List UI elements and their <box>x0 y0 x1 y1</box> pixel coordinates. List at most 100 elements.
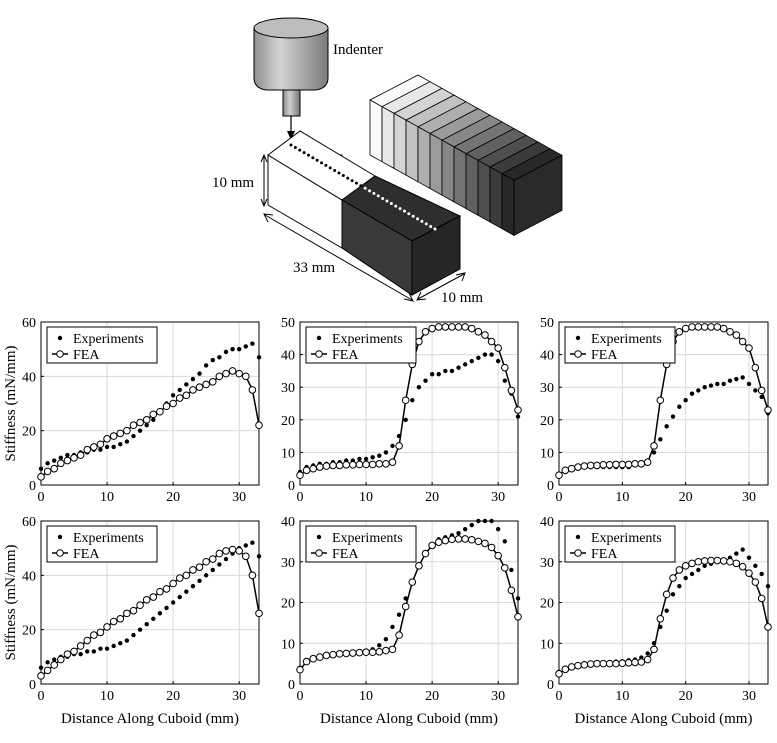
experiment-point <box>753 563 758 569</box>
fea-point <box>612 460 620 469</box>
fea-point <box>481 539 489 548</box>
indentation-point <box>350 179 354 183</box>
y-axis-label: Stiffness (mN/mm) <box>3 545 19 661</box>
fea-point <box>408 578 417 586</box>
fea-point <box>241 552 250 561</box>
fea-point <box>103 623 111 631</box>
indentation-point <box>420 219 424 223</box>
height-label: 10 mm <box>212 175 254 191</box>
indentation-point <box>372 191 376 195</box>
experiment-point <box>469 358 474 364</box>
experiment-point <box>177 387 182 393</box>
fea-point <box>580 462 589 470</box>
indentation-point <box>416 217 420 221</box>
fea-point <box>421 549 430 558</box>
depth-label: 10 mm <box>441 290 483 306</box>
fea-point <box>567 663 576 671</box>
fea-point <box>316 463 324 471</box>
height-dimension <box>260 153 268 208</box>
experiment-point <box>184 382 189 387</box>
experiment-point <box>456 365 461 370</box>
fea-point <box>388 645 397 654</box>
fea-point <box>169 579 177 588</box>
y-tick-label: 20 <box>22 425 36 440</box>
indentation-point <box>341 174 345 178</box>
y-tick-label: 40 <box>22 370 36 385</box>
fea-point <box>751 363 760 372</box>
experiment-point <box>137 627 143 632</box>
fea-point <box>335 461 344 470</box>
experiment-point <box>515 414 521 419</box>
experiment-point <box>696 388 701 393</box>
fea-point <box>329 461 337 470</box>
x-tick-label: 20 <box>425 689 439 704</box>
fea-point <box>241 372 250 381</box>
y-tick-label: 30 <box>281 381 295 396</box>
legend-fea-label: FEA <box>591 547 618 562</box>
fea-point <box>342 460 351 469</box>
fea-point <box>637 658 646 666</box>
graded-cuboid <box>369 74 563 237</box>
experiment-point <box>740 547 745 552</box>
fea-point <box>650 645 658 654</box>
fea-point <box>618 460 627 469</box>
fea-point <box>434 538 443 546</box>
experiment-point <box>250 540 255 545</box>
fea-point <box>368 648 377 657</box>
experiment-point <box>702 385 707 390</box>
y-tick-label: 50 <box>281 316 295 331</box>
fea-point <box>215 549 224 558</box>
legend-experiments-marker <box>57 534 63 540</box>
fea-point <box>116 429 125 438</box>
fea-point <box>555 471 563 480</box>
fea-point <box>561 466 570 475</box>
fea-point <box>162 585 171 593</box>
fea-point <box>487 337 496 346</box>
fea-point <box>561 665 570 674</box>
experiment-point <box>645 651 650 656</box>
indentation-point <box>354 181 358 185</box>
indentation-point <box>302 151 306 155</box>
experiment-point <box>721 381 726 387</box>
fea-point <box>162 402 171 411</box>
indentation-point <box>402 209 406 213</box>
experiment-point <box>38 466 44 471</box>
fea-point <box>382 646 390 655</box>
length-dimension <box>263 213 414 302</box>
y-tick-label: 40 <box>540 349 554 364</box>
y-tick-label: 0 <box>547 479 554 494</box>
fea-point <box>136 418 144 427</box>
indentation-point <box>376 194 380 198</box>
series-experiments <box>38 341 262 471</box>
experiment-point <box>184 589 189 594</box>
indentation-point <box>368 189 372 193</box>
experiment-point <box>85 649 90 654</box>
experiment-point <box>495 358 501 364</box>
plot-frame <box>299 321 519 486</box>
series-fea <box>296 535 522 674</box>
x-tick-label: 0 <box>297 689 304 704</box>
legend-experiments-label: Experiments <box>332 332 403 347</box>
experiment-point <box>98 447 103 452</box>
fea-point <box>637 460 646 468</box>
experiment-point <box>91 649 97 654</box>
experiment-point <box>256 355 262 360</box>
fea-point <box>428 324 436 333</box>
fea-point <box>514 612 522 621</box>
experiment-point <box>118 641 123 646</box>
experiment-point <box>170 600 176 605</box>
legend-box <box>564 326 676 364</box>
experiment-point <box>236 346 242 352</box>
fea-point <box>732 331 741 339</box>
experiment-point <box>664 424 669 429</box>
experiment-point <box>436 371 441 377</box>
fea-point <box>222 547 230 555</box>
legend-experiments-label: Experiments <box>591 332 662 347</box>
fea-point <box>63 456 72 465</box>
fea-point <box>195 383 204 392</box>
fea-point <box>322 462 331 470</box>
legend-fea-label: FEA <box>332 348 359 363</box>
